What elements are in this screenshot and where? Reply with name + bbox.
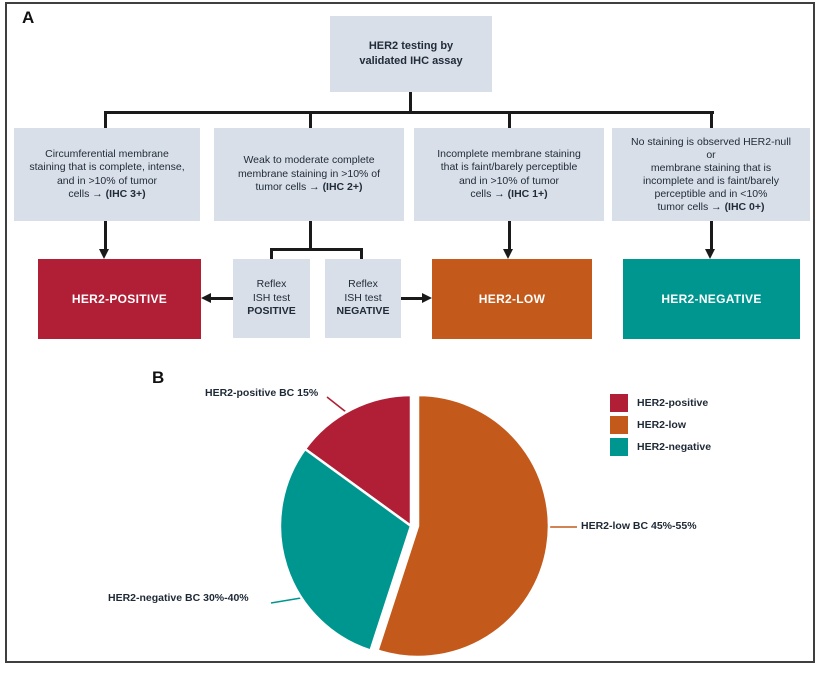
arrow-head-reflex-negative <box>422 293 432 303</box>
legend-row-her2-positive: HER2-positive <box>610 394 711 412</box>
legend-row-her2-negative: HER2-negative <box>610 438 711 456</box>
pie-legend: HER2-positive HER2-low HER2-negative <box>610 394 711 460</box>
pie-slice-her2-low <box>375 393 551 659</box>
legend-label-her2-negative: HER2-negative <box>637 441 712 453</box>
reflex-split-drop-left <box>270 248 273 259</box>
pie-slice-her2-negative <box>278 447 413 653</box>
legend-swatch-her2-positive <box>610 394 628 412</box>
criteria-box-ihc0: No staining is observed HER2-null or mem… <box>612 128 810 221</box>
connector-root-stem <box>409 92 412 111</box>
outcome-label-her2-positive: HER2-POSITIVE <box>71 292 168 306</box>
criteria-text-ihc0: No staining is observed HER2-null or mem… <box>631 135 791 213</box>
arrow-shaft-ihc1 <box>508 221 511 250</box>
callout-line-her2-positive <box>326 396 347 413</box>
criteria-text-ihc1: Incomplete membrane staining that is fai… <box>437 147 581 201</box>
arrow-head-ihc3 <box>99 249 109 259</box>
pie-chart <box>270 393 577 659</box>
root-box-text: HER2 testing by validated IHC assay <box>359 40 463 67</box>
legend-label-her2-positive: HER2-positive <box>637 397 709 409</box>
legend-row-her2-low: HER2-low <box>610 416 711 434</box>
outcome-box-her2-low: HER2-LOW <box>432 259 592 339</box>
callout-her2-low: HER2-low BC 45%-55% <box>581 520 697 532</box>
criteria-text-ihc3: Circumferential membrane staining that i… <box>29 147 185 201</box>
criteria-text-ihc2: Weak to moderate complete membrane stain… <box>237 154 381 194</box>
reflex-box-positive: Reflex ISH test POSITIVE <box>233 259 310 338</box>
reflex-split-drop-right <box>360 248 363 259</box>
legend-swatch-her2-low <box>610 416 628 434</box>
pie-slice-her2-positive <box>303 393 413 529</box>
root-box: HER2 testing by validated IHC assay <box>330 16 492 92</box>
outcome-box-her2-positive: HER2-POSITIVE <box>38 259 201 339</box>
connector-drop-3 <box>508 111 511 128</box>
criteria-box-ihc2: Weak to moderate complete membrane stain… <box>214 128 404 221</box>
connector-drop-2 <box>309 111 312 128</box>
arrow-shaft-ihc3 <box>104 221 107 250</box>
callout-her2-negative: HER2-negative BC 30%-40% <box>108 592 249 604</box>
reflex-split-stem <box>309 221 312 248</box>
connector-horizontal-bar <box>105 111 714 114</box>
reflex-box-negative: Reflex ISH test NEGATIVE <box>325 259 401 338</box>
outcome-label-her2-low: HER2-LOW <box>478 292 546 306</box>
legend-swatch-her2-negative <box>610 438 628 456</box>
legend-label-her2-low: HER2-low <box>637 419 687 431</box>
figure-border <box>5 2 815 663</box>
outcome-box-her2-negative: HER2-NEGATIVE <box>623 259 800 339</box>
arrow-head-ihc0 <box>705 249 715 259</box>
criteria-box-ihc3: Circumferential membrane staining that i… <box>14 128 200 221</box>
arrow-shaft-reflex-negative <box>401 297 422 300</box>
arrow-shaft-ihc0 <box>710 221 713 250</box>
connector-drop-4 <box>710 111 713 128</box>
criteria-box-ihc1: Incomplete membrane staining that is fai… <box>414 128 604 221</box>
outcome-label-her2-negative: HER2-NEGATIVE <box>661 292 762 306</box>
panel-a-label: A <box>22 8 35 27</box>
reflex-text-negative: Reflex ISH test NEGATIVE <box>336 278 390 318</box>
arrow-head-reflex-positive <box>201 293 211 303</box>
reflex-text-positive: Reflex ISH test POSITIVE <box>247 278 296 318</box>
panel-b-label: B <box>152 368 165 387</box>
reflex-split-bar <box>270 248 363 251</box>
connector-drop-1 <box>104 111 107 128</box>
arrow-head-ihc1 <box>503 249 513 259</box>
callout-her2-positive: HER2-positive BC 15% <box>205 387 319 399</box>
arrow-shaft-reflex-positive <box>211 297 233 300</box>
